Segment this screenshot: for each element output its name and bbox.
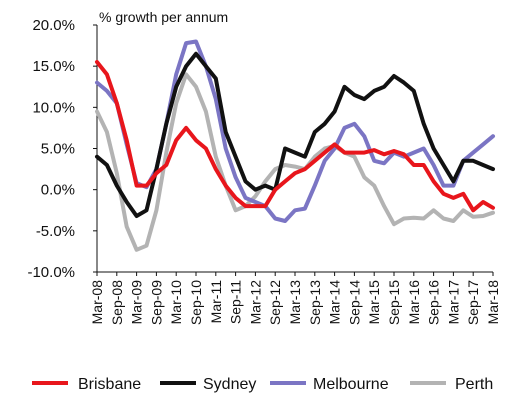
y-tick-label: 15.0%: [32, 58, 75, 75]
series-line-brisbane: [95, 60, 495, 213]
x-tick-label: Mar-18: [485, 280, 501, 325]
series-line-perth: [95, 72, 495, 252]
x-tick-label: Mar-16: [406, 280, 422, 325]
y-tick-label: 20.0%: [32, 17, 75, 34]
legend: Brisbane Sydney Melbourne Perth: [32, 376, 493, 393]
legend-label-perth: Perth: [455, 376, 493, 393]
x-tick-label: Mar-12: [247, 280, 263, 325]
axes: 20.0% 15.0% 10.0% 5.0% 0.0% -5.0% -10.0% Mar-08…: [27, 17, 501, 325]
y-tick-label: 10.0%: [32, 99, 75, 116]
x-tick-label: Sep-16: [426, 280, 442, 325]
x-tick-label: Sep-13: [307, 280, 323, 325]
y-tick-label: -10.0%: [27, 264, 75, 281]
legend-label-sydney: Sydney: [203, 376, 256, 393]
x-tick-label: Sep-09: [148, 280, 164, 325]
x-tick-label: Sep-12: [267, 280, 283, 325]
x-tick-label: Mar-11: [208, 280, 224, 324]
x-tick-label: Sep-14: [346, 280, 362, 325]
series-line-sydney: [95, 51, 495, 218]
y-tick-label: 0.0%: [41, 182, 75, 199]
unit-label: % growth per annum: [99, 9, 228, 25]
x-tick-label: Mar-14: [327, 280, 343, 325]
series-lines: [95, 39, 495, 252]
x-tick-label: Sep-10: [188, 280, 204, 325]
x-tick-label: Mar-17: [445, 280, 461, 325]
x-tick-label: Sep-11: [228, 280, 244, 324]
x-tick-label: Mar-09: [129, 280, 145, 325]
legend-label-melbourne: Melbourne: [313, 376, 389, 393]
y-tick-label: 5.0%: [41, 141, 75, 158]
x-tick-label: Sep-08: [109, 280, 125, 325]
legend-label-brisbane: Brisbane: [78, 376, 141, 393]
x-tick-label: Mar-10: [168, 280, 184, 325]
series-line-melbourne: [95, 39, 495, 223]
y-tick-label: -5.0%: [36, 223, 75, 240]
x-tick-label: Sep-17: [465, 280, 481, 325]
x-tick-label: Mar-15: [366, 280, 382, 325]
x-tick-label: Mar-13: [287, 280, 303, 325]
x-tick-label: Sep-15: [386, 280, 402, 325]
x-tick-label: Mar-08: [89, 280, 105, 325]
